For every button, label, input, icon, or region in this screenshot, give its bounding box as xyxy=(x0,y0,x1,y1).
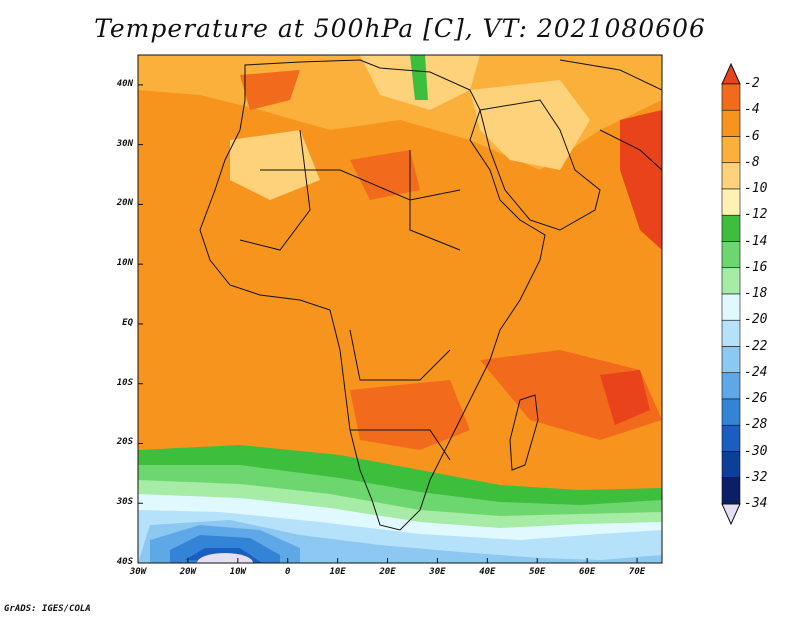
colorbar-segment xyxy=(721,424,741,452)
colorbar-segment xyxy=(721,214,741,242)
lat-label: 40N xyxy=(116,78,133,89)
border-south xyxy=(350,429,451,461)
colorbar-label: -26 xyxy=(744,391,768,406)
arabia-coastline xyxy=(479,99,601,231)
colorbar-segment xyxy=(721,83,741,111)
colorbar-segment xyxy=(721,319,741,347)
colorbar-segment xyxy=(721,372,741,400)
lon-label: 30W xyxy=(129,567,147,577)
colorbar-segment xyxy=(721,162,741,190)
colorbar-label: -16 xyxy=(744,259,768,275)
colorbar-segment xyxy=(721,477,741,505)
colorbar-segment xyxy=(721,293,741,321)
field-green-spot xyxy=(410,55,428,100)
lat-label: EQ xyxy=(122,317,133,328)
colorbar-label: -10 xyxy=(744,181,768,196)
lat-label: 30S xyxy=(116,497,133,508)
footer-credit: GrADS: IGES/COLA xyxy=(4,604,91,614)
colorbar-label: -30 xyxy=(744,443,768,459)
field-hot-indian xyxy=(600,370,650,425)
lat-label: 10N xyxy=(116,258,133,269)
field-sahara-cool xyxy=(230,130,320,200)
colorbar-label: -14 xyxy=(744,233,768,249)
colorbar-segment xyxy=(721,267,741,295)
lon-label: 20W xyxy=(179,567,197,577)
africa-coastline xyxy=(199,59,546,531)
colorbar-segment xyxy=(721,451,741,479)
lon-label: 50E xyxy=(529,567,546,577)
field-arabia-cool xyxy=(470,80,590,170)
colorbar-label: -2 xyxy=(744,76,760,91)
colorbar-segment xyxy=(721,188,741,216)
colorbar-segment xyxy=(721,398,741,426)
lon-label: 60E xyxy=(579,567,596,577)
lat-label: 40S xyxy=(116,557,133,567)
lon-label: 30E xyxy=(429,567,446,577)
colorbar-label: -34 xyxy=(744,496,768,511)
lon-label: 0 xyxy=(284,567,291,577)
border-sudan xyxy=(409,150,461,251)
border-sahel xyxy=(260,169,461,201)
lon-label: 10E xyxy=(329,567,346,577)
asia-coast xyxy=(559,59,662,91)
lat-label: 30N xyxy=(116,138,133,149)
madagascar-coastline xyxy=(509,394,539,471)
lat-label: 20N xyxy=(116,198,133,209)
colorbar-label: -12 xyxy=(744,207,768,223)
colorbar-segment xyxy=(721,136,741,164)
colorbar-label: -6 xyxy=(744,128,760,144)
colorbar xyxy=(721,62,741,526)
colorbar-label: -8 xyxy=(744,154,760,170)
colorbar-label: -28 xyxy=(744,417,768,433)
colorbar-label: -22 xyxy=(744,338,768,354)
lon-label: 40E xyxy=(479,567,496,577)
colorbar-label: -20 xyxy=(744,312,768,328)
colorbar-label: -32 xyxy=(744,469,768,485)
temperature-field xyxy=(138,55,662,563)
colorbar-segment xyxy=(721,241,741,269)
colorbar-bottom-arrow xyxy=(721,503,741,526)
colorbar-segment xyxy=(721,346,741,374)
field-cold-core xyxy=(197,553,253,563)
lat-label: 20S xyxy=(116,437,133,448)
lon-label: 10W xyxy=(229,567,246,577)
colorbar-top-arrow xyxy=(721,62,741,85)
colorbar-label: -18 xyxy=(744,286,768,301)
colorbar-segment xyxy=(721,109,741,137)
axis-ticks xyxy=(137,84,638,564)
map-frame xyxy=(137,54,663,564)
border-congo xyxy=(349,329,451,381)
coastlines xyxy=(199,59,662,531)
border-west xyxy=(239,129,311,251)
field-warm-south xyxy=(350,380,470,450)
map-title: Temperature at 500hPa [C], VT: 202108060… xyxy=(94,14,706,43)
india-coast xyxy=(599,129,662,171)
field-warm-center xyxy=(350,150,420,200)
colorbar-label: -24 xyxy=(744,364,768,380)
lon-label: 70E xyxy=(628,567,646,577)
colorbar-label: -4 xyxy=(744,102,760,118)
lon-label: 20E xyxy=(379,567,396,577)
lat-label: 10S xyxy=(116,377,133,388)
field-warm-nw xyxy=(240,70,300,110)
